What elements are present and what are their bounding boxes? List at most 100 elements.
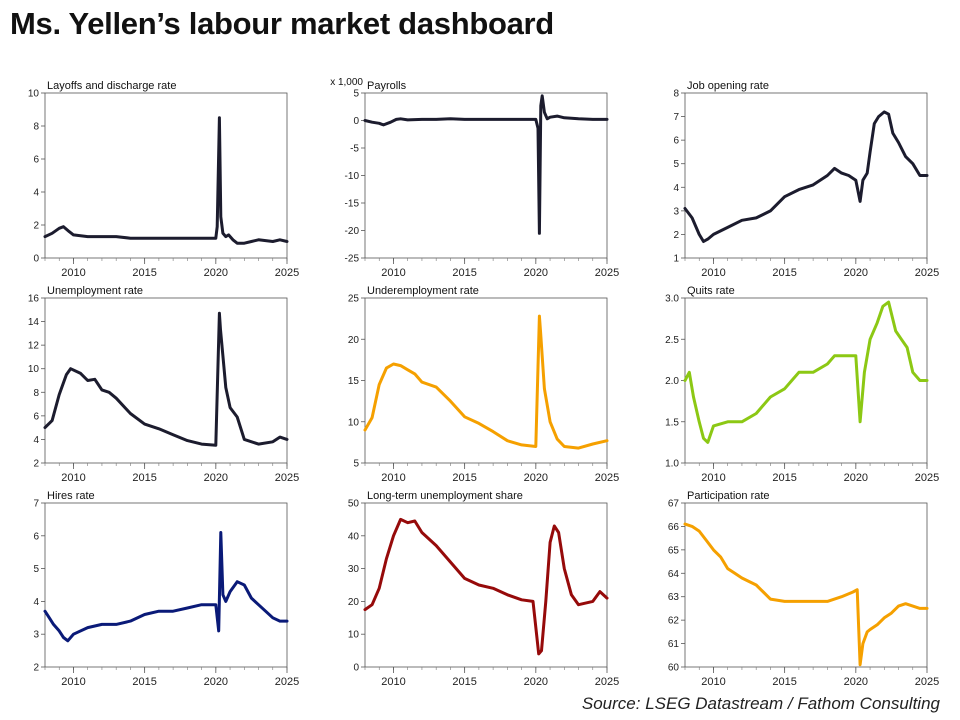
chart-panel: Payrolls x 1,000 -25 -20 -15 -10 -5 0 5 2010 2015 2… bbox=[330, 77, 619, 279]
chart-frame bbox=[684, 502, 928, 668]
series-line bbox=[43, 531, 289, 643]
x-tick-label: 2025 bbox=[915, 267, 939, 279]
y-tick-label: 1.0 bbox=[665, 459, 679, 470]
y-tick-label: 6 bbox=[33, 411, 39, 422]
y-tick-label: 0 bbox=[353, 663, 359, 674]
x-tick-label: 2015 bbox=[452, 676, 476, 688]
y-tick-label: 1.5 bbox=[665, 417, 679, 428]
y-tick-label: 50 bbox=[348, 499, 360, 510]
y-tick-label: 66 bbox=[668, 522, 680, 533]
x-tick-label: 2020 bbox=[844, 267, 868, 279]
y-tick-label: 2.5 bbox=[665, 335, 679, 346]
x-tick-label: 2025 bbox=[915, 472, 939, 484]
y-tick-label: 2 bbox=[33, 663, 39, 674]
series-line bbox=[363, 94, 609, 235]
x-tick-label: 2015 bbox=[772, 472, 796, 484]
y-tick-label: 8 bbox=[33, 388, 39, 399]
x-tick-label: 2015 bbox=[772, 676, 796, 688]
chart-title: Unemployment rate bbox=[47, 285, 143, 297]
series-line bbox=[683, 522, 929, 667]
chart-title: Quits rate bbox=[687, 285, 735, 297]
y-tick-label: 3.0 bbox=[665, 294, 679, 305]
y-tick-label: 1 bbox=[673, 254, 679, 265]
y-tick-label: 62 bbox=[668, 616, 680, 627]
y-tick-label: 7 bbox=[33, 499, 39, 510]
chart-panel: Quits rate 1.0 1.5 2.0 2.5 3.0 2010 2015 2020 202… bbox=[665, 285, 939, 484]
y-tick-label: 65 bbox=[668, 545, 680, 556]
y-tick-label: 10 bbox=[28, 364, 40, 375]
y-tick-label: 4 bbox=[33, 188, 39, 199]
series-line bbox=[43, 116, 289, 245]
y-tick-label: 2 bbox=[33, 221, 39, 232]
series-line bbox=[683, 300, 929, 444]
series-line bbox=[43, 311, 289, 447]
y-tick-label: 10 bbox=[348, 630, 360, 641]
x-tick-label: 2025 bbox=[275, 472, 299, 484]
y-tick-label: -20 bbox=[345, 226, 360, 237]
chart-frame bbox=[364, 297, 608, 464]
x-tick-label: 2015 bbox=[132, 472, 156, 484]
y-tick-label: 4 bbox=[673, 183, 679, 194]
y-tick-label: 20 bbox=[348, 597, 360, 608]
y-tick-label: 20 bbox=[348, 335, 360, 346]
chart-panel: Hires rate 2 3 4 5 6 7 2010 2015 2020 2025 bbox=[33, 490, 299, 688]
chart-frame bbox=[44, 297, 288, 464]
x-tick-label: 2025 bbox=[595, 472, 619, 484]
x-tick-label: 2020 bbox=[204, 472, 228, 484]
x-tick-label: 2020 bbox=[524, 267, 548, 279]
y-tick-label: 0 bbox=[353, 116, 359, 127]
x-tick-label: 2020 bbox=[204, 676, 228, 688]
series-line bbox=[363, 517, 609, 656]
x-tick-label: 2015 bbox=[132, 267, 156, 279]
chart-panel: Layoffs and discharge rate 0 2 4 6 8 10 2010 201… bbox=[28, 80, 299, 279]
x-tick-label: 2025 bbox=[595, 267, 619, 279]
page-title: Ms. Yellen’s labour market dashboard bbox=[10, 6, 554, 41]
chart-title: Underemployment rate bbox=[367, 285, 479, 297]
x-tick-label: 2015 bbox=[132, 676, 156, 688]
chart-title: Layoffs and discharge rate bbox=[47, 80, 176, 92]
chart-frame bbox=[364, 502, 608, 668]
source-note: Source: LSEG Datastream / Fathom Consult… bbox=[581, 694, 940, 713]
y-tick-label: 6 bbox=[33, 531, 39, 542]
y-tick-label: 25 bbox=[348, 294, 360, 305]
y-tick-label: -15 bbox=[345, 199, 360, 210]
y-tick-label: 4 bbox=[33, 435, 39, 446]
chart-title: Hires rate bbox=[47, 490, 95, 502]
y-tick-label: 40 bbox=[348, 531, 360, 542]
chart-panel: Unemployment rate 2 4 6 8 10 12 14 16 2010 2015 202… bbox=[28, 285, 299, 484]
y-tick-label: 67 bbox=[668, 499, 680, 510]
x-tick-label: 2010 bbox=[381, 676, 405, 688]
y-tick-label: -5 bbox=[350, 144, 359, 155]
y-tick-label: 30 bbox=[348, 564, 360, 575]
chart-title: Long-term unemployment share bbox=[367, 490, 523, 502]
y-tick-label: 6 bbox=[673, 136, 679, 147]
x-tick-label: 2010 bbox=[701, 472, 725, 484]
chart-panel: Participation rate 60 61 62 63 64 65 66 67 2010 20… bbox=[668, 490, 939, 688]
y-tick-label: 3 bbox=[33, 630, 39, 641]
y-tick-label: 7 bbox=[673, 112, 679, 123]
y-tick-label: 3 bbox=[673, 206, 679, 217]
x-tick-label: 2010 bbox=[381, 472, 405, 484]
y-tick-label: 10 bbox=[28, 89, 40, 100]
y-tick-label: 16 bbox=[28, 294, 40, 305]
x-tick-label: 2020 bbox=[524, 472, 548, 484]
y-tick-label: 2 bbox=[33, 459, 39, 470]
y-tick-label: 15 bbox=[348, 376, 360, 387]
x-tick-label: 2025 bbox=[595, 676, 619, 688]
x-tick-label: 2010 bbox=[61, 472, 85, 484]
chart-panel: Job opening rate 1 2 3 4 5 6 7 8 2010 2015 2020 2025 bbox=[673, 80, 939, 279]
x-tick-label: 2015 bbox=[452, 472, 476, 484]
y-tick-label: 0 bbox=[33, 254, 39, 265]
y-tick-label: -10 bbox=[345, 171, 360, 182]
chart-unit-label: x 1,000 bbox=[330, 77, 363, 88]
x-tick-label: 2015 bbox=[772, 267, 796, 279]
y-tick-label: 4 bbox=[33, 597, 39, 608]
x-tick-label: 2025 bbox=[275, 676, 299, 688]
x-tick-label: 2025 bbox=[915, 676, 939, 688]
y-tick-label: 2 bbox=[673, 230, 679, 241]
chart-frame bbox=[44, 92, 288, 259]
y-tick-label: 5 bbox=[353, 459, 359, 470]
chart-title: Participation rate bbox=[687, 490, 770, 502]
